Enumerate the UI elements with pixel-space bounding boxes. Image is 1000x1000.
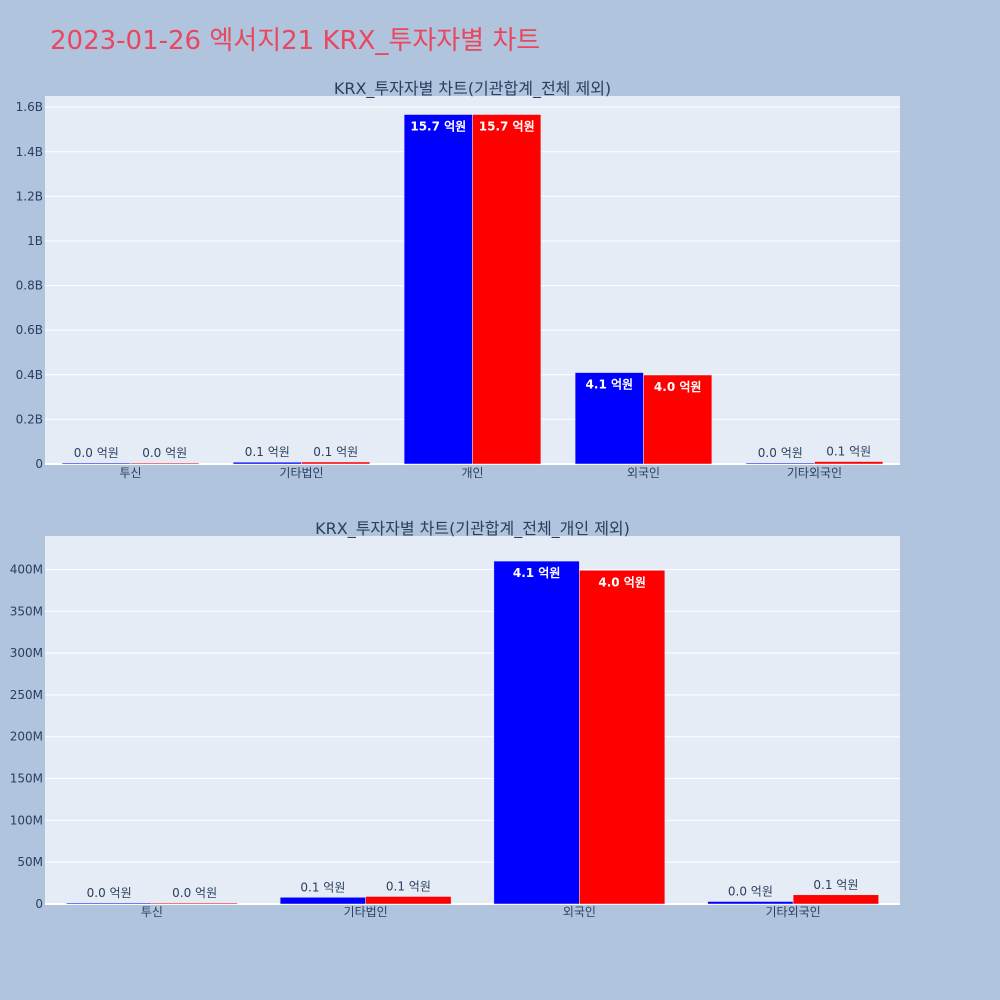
bar bbox=[574, 372, 644, 465]
x-tick-label: 기타법인 bbox=[279, 466, 323, 480]
bar bbox=[792, 894, 879, 905]
data-label: 4.0 억원 bbox=[654, 380, 702, 394]
y-tick-label: 100M bbox=[10, 813, 43, 827]
y-tick-label: 250M bbox=[10, 688, 43, 702]
data-label: 15.7 억원 bbox=[479, 120, 535, 134]
bar bbox=[579, 570, 666, 905]
bar bbox=[279, 897, 366, 905]
bar bbox=[301, 461, 371, 465]
chart-title: KRX_투자자별 차트(기관합계_전체_개인 제외) bbox=[315, 519, 630, 539]
bar bbox=[403, 114, 473, 465]
data-label: 0.0 억원 bbox=[87, 886, 132, 900]
data-label: 0.1 억원 bbox=[300, 880, 345, 894]
data-label: 4.1 억원 bbox=[513, 566, 561, 580]
y-tick-label: 0.4B bbox=[16, 368, 43, 382]
x-tick-label: 개인 bbox=[461, 466, 483, 480]
y-tick-label: 0.6B bbox=[16, 323, 43, 337]
bar bbox=[66, 902, 153, 905]
y-tick-label: 300M bbox=[10, 646, 43, 660]
data-label: 0.0 억원 bbox=[74, 446, 119, 460]
bar bbox=[814, 461, 884, 465]
x-tick-label: 외국인 bbox=[627, 466, 660, 480]
bar bbox=[130, 462, 200, 465]
bar bbox=[472, 114, 542, 465]
bar bbox=[493, 560, 580, 905]
y-tick-label: 400M bbox=[10, 562, 43, 576]
y-tick-label: 0.8B bbox=[16, 279, 43, 293]
data-label: 0.0 억원 bbox=[728, 884, 773, 898]
y-tick-label: 0 bbox=[35, 457, 43, 471]
data-label: 0.1 억원 bbox=[386, 879, 431, 893]
data-label: 4.1 억원 bbox=[586, 378, 634, 392]
bar bbox=[151, 902, 238, 905]
page-title: 2023-01-26 엑서지21 KRX_투자자별 차트 bbox=[50, 26, 541, 56]
y-tick-label: 150M bbox=[10, 772, 43, 786]
data-label: 0.1 억원 bbox=[813, 878, 858, 892]
y-tick-label: 1B bbox=[27, 234, 43, 248]
data-label: 0.0 억원 bbox=[142, 446, 187, 460]
data-label: 0.0 억원 bbox=[758, 446, 803, 460]
y-tick-label: 0 bbox=[35, 897, 43, 911]
bar bbox=[707, 901, 794, 905]
y-tick-label: 1.2B bbox=[16, 189, 43, 203]
data-label: 0.1 억원 bbox=[245, 445, 290, 459]
bar bbox=[643, 374, 713, 465]
data-label: 0.0 억원 bbox=[172, 886, 217, 900]
x-tick-label: 투신 bbox=[141, 905, 163, 919]
y-tick-label: 1.6B bbox=[16, 100, 43, 114]
data-label: 4.0 억원 bbox=[598, 575, 646, 589]
x-tick-label: 기타외국인 bbox=[787, 466, 842, 480]
data-label: 15.7 억원 bbox=[410, 120, 466, 134]
data-label: 0.1 억원 bbox=[313, 445, 358, 459]
plot-area bbox=[45, 536, 900, 904]
y-tick-label: 50M bbox=[17, 855, 43, 869]
y-tick-label: 1.4B bbox=[16, 145, 43, 159]
x-tick-label: 외국인 bbox=[563, 905, 596, 919]
x-tick-label: 기타법인 bbox=[344, 905, 388, 919]
y-tick-label: 200M bbox=[10, 730, 43, 744]
bar bbox=[365, 896, 452, 905]
y-tick-label: 350M bbox=[10, 604, 43, 618]
data-label: 0.1 억원 bbox=[826, 445, 871, 459]
y-tick-label: 0.2B bbox=[16, 412, 43, 426]
x-tick-label: 기타외국인 bbox=[766, 905, 821, 919]
x-tick-label: 투신 bbox=[119, 466, 141, 480]
chart-title: KRX_투자자별 차트(기관합계_전체 제외) bbox=[334, 79, 611, 99]
